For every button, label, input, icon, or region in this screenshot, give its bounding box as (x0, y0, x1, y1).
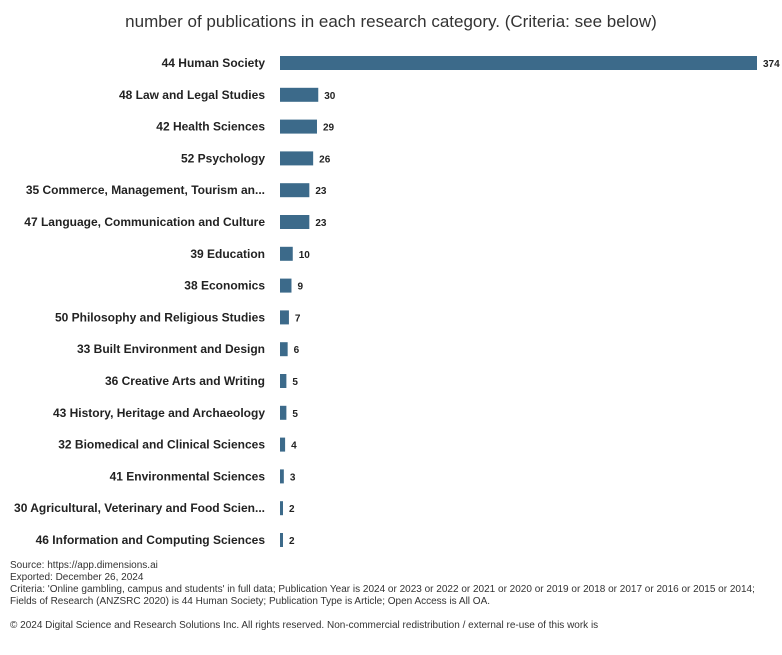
bar[interactable] (280, 215, 310, 229)
category-label: 43 History, Heritage and Archaeology (53, 406, 265, 420)
value-label: 374 (763, 59, 780, 70)
value-label: 9 (297, 282, 303, 293)
source-text: Source: https://app.dimensions.ai (10, 560, 158, 571)
category-label: 50 Philosophy and Religious Studies (55, 310, 265, 324)
value-label: 4 (291, 441, 297, 452)
bar[interactable] (280, 278, 292, 293)
value-label: 2 (289, 504, 295, 515)
category-label: 32 Biomedical and Clinical Sciences (58, 438, 265, 452)
value-label: 23 (315, 186, 327, 197)
category-label: 33 Built Environment and Design (77, 342, 265, 356)
copyright-text: © 2024 Digital Science and Research Solu… (10, 620, 599, 631)
category-label: 35 Commerce, Management, Tourism an... (26, 183, 265, 197)
bar[interactable] (280, 56, 757, 70)
value-label: 5 (292, 409, 298, 420)
criteria-text: Criteria: 'Online gambling, campus and s… (10, 584, 755, 607)
bar[interactable] (280, 183, 310, 198)
bar[interactable] (280, 310, 289, 325)
category-label: 44 Human Society (162, 56, 266, 70)
category-label: 30 Agricultural, Veterinary and Food Sci… (14, 501, 265, 515)
category-label: 39 Education (190, 247, 265, 261)
exported-text: Exported: December 26, 2024 (10, 572, 144, 583)
bar[interactable] (280, 374, 287, 388)
category-label: 36 Creative Arts and Writing (105, 374, 265, 388)
category-label: 41 Environmental Sciences (110, 469, 266, 483)
bar[interactable] (280, 405, 287, 420)
bar[interactable] (280, 119, 317, 134)
category-label: 46 Information and Computing Sciences (36, 533, 266, 547)
value-label: 26 (319, 154, 331, 165)
category-label: 42 Health Sciences (156, 120, 265, 134)
category-label: 38 Economics (184, 279, 265, 293)
bar[interactable] (280, 87, 319, 102)
bar[interactable] (280, 501, 283, 516)
value-label: 7 (295, 313, 301, 324)
category-label: 52 Psychology (181, 151, 265, 165)
bar[interactable] (280, 533, 283, 547)
value-label: 6 (294, 345, 300, 356)
category-label: 47 Language, Communication and Culture (24, 215, 265, 229)
bar[interactable] (280, 342, 288, 357)
chart-title: number of publications in each research … (125, 12, 657, 31)
value-label: 23 (315, 218, 327, 229)
bar[interactable] (280, 469, 284, 484)
value-label: 3 (290, 472, 296, 483)
bar[interactable] (280, 437, 286, 452)
chart-footer: Source: https://app.dimensions.ai Export… (10, 560, 772, 632)
bar[interactable] (280, 246, 293, 261)
value-label: 5 (292, 377, 298, 388)
value-label: 10 (299, 250, 311, 261)
category-label: 48 Law and Legal Studies (119, 88, 265, 102)
bar[interactable] (280, 151, 314, 166)
value-label: 2 (289, 536, 295, 547)
value-label: 29 (323, 123, 335, 134)
value-label: 30 (324, 91, 336, 102)
